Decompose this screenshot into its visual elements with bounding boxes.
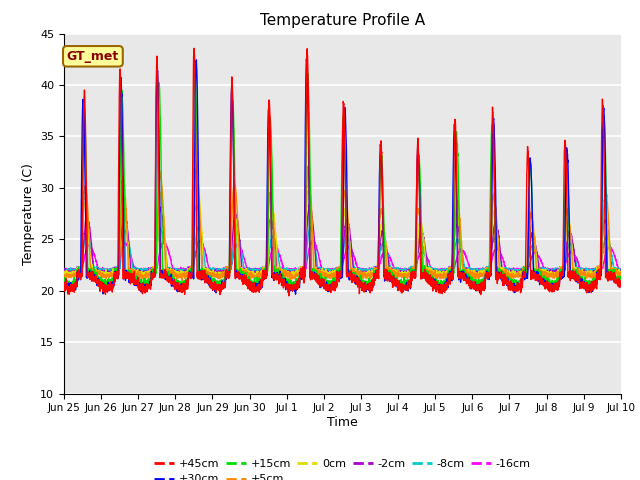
Legend: +45cm, +30cm, +15cm, +5cm, 0cm, -2cm, -8cm, -16cm: +45cm, +30cm, +15cm, +5cm, 0cm, -2cm, -8…: [150, 455, 535, 480]
Y-axis label: Temperature (C): Temperature (C): [22, 163, 35, 264]
Text: GT_met: GT_met: [67, 50, 119, 63]
X-axis label: Time: Time: [327, 416, 358, 429]
Title: Temperature Profile A: Temperature Profile A: [260, 13, 425, 28]
